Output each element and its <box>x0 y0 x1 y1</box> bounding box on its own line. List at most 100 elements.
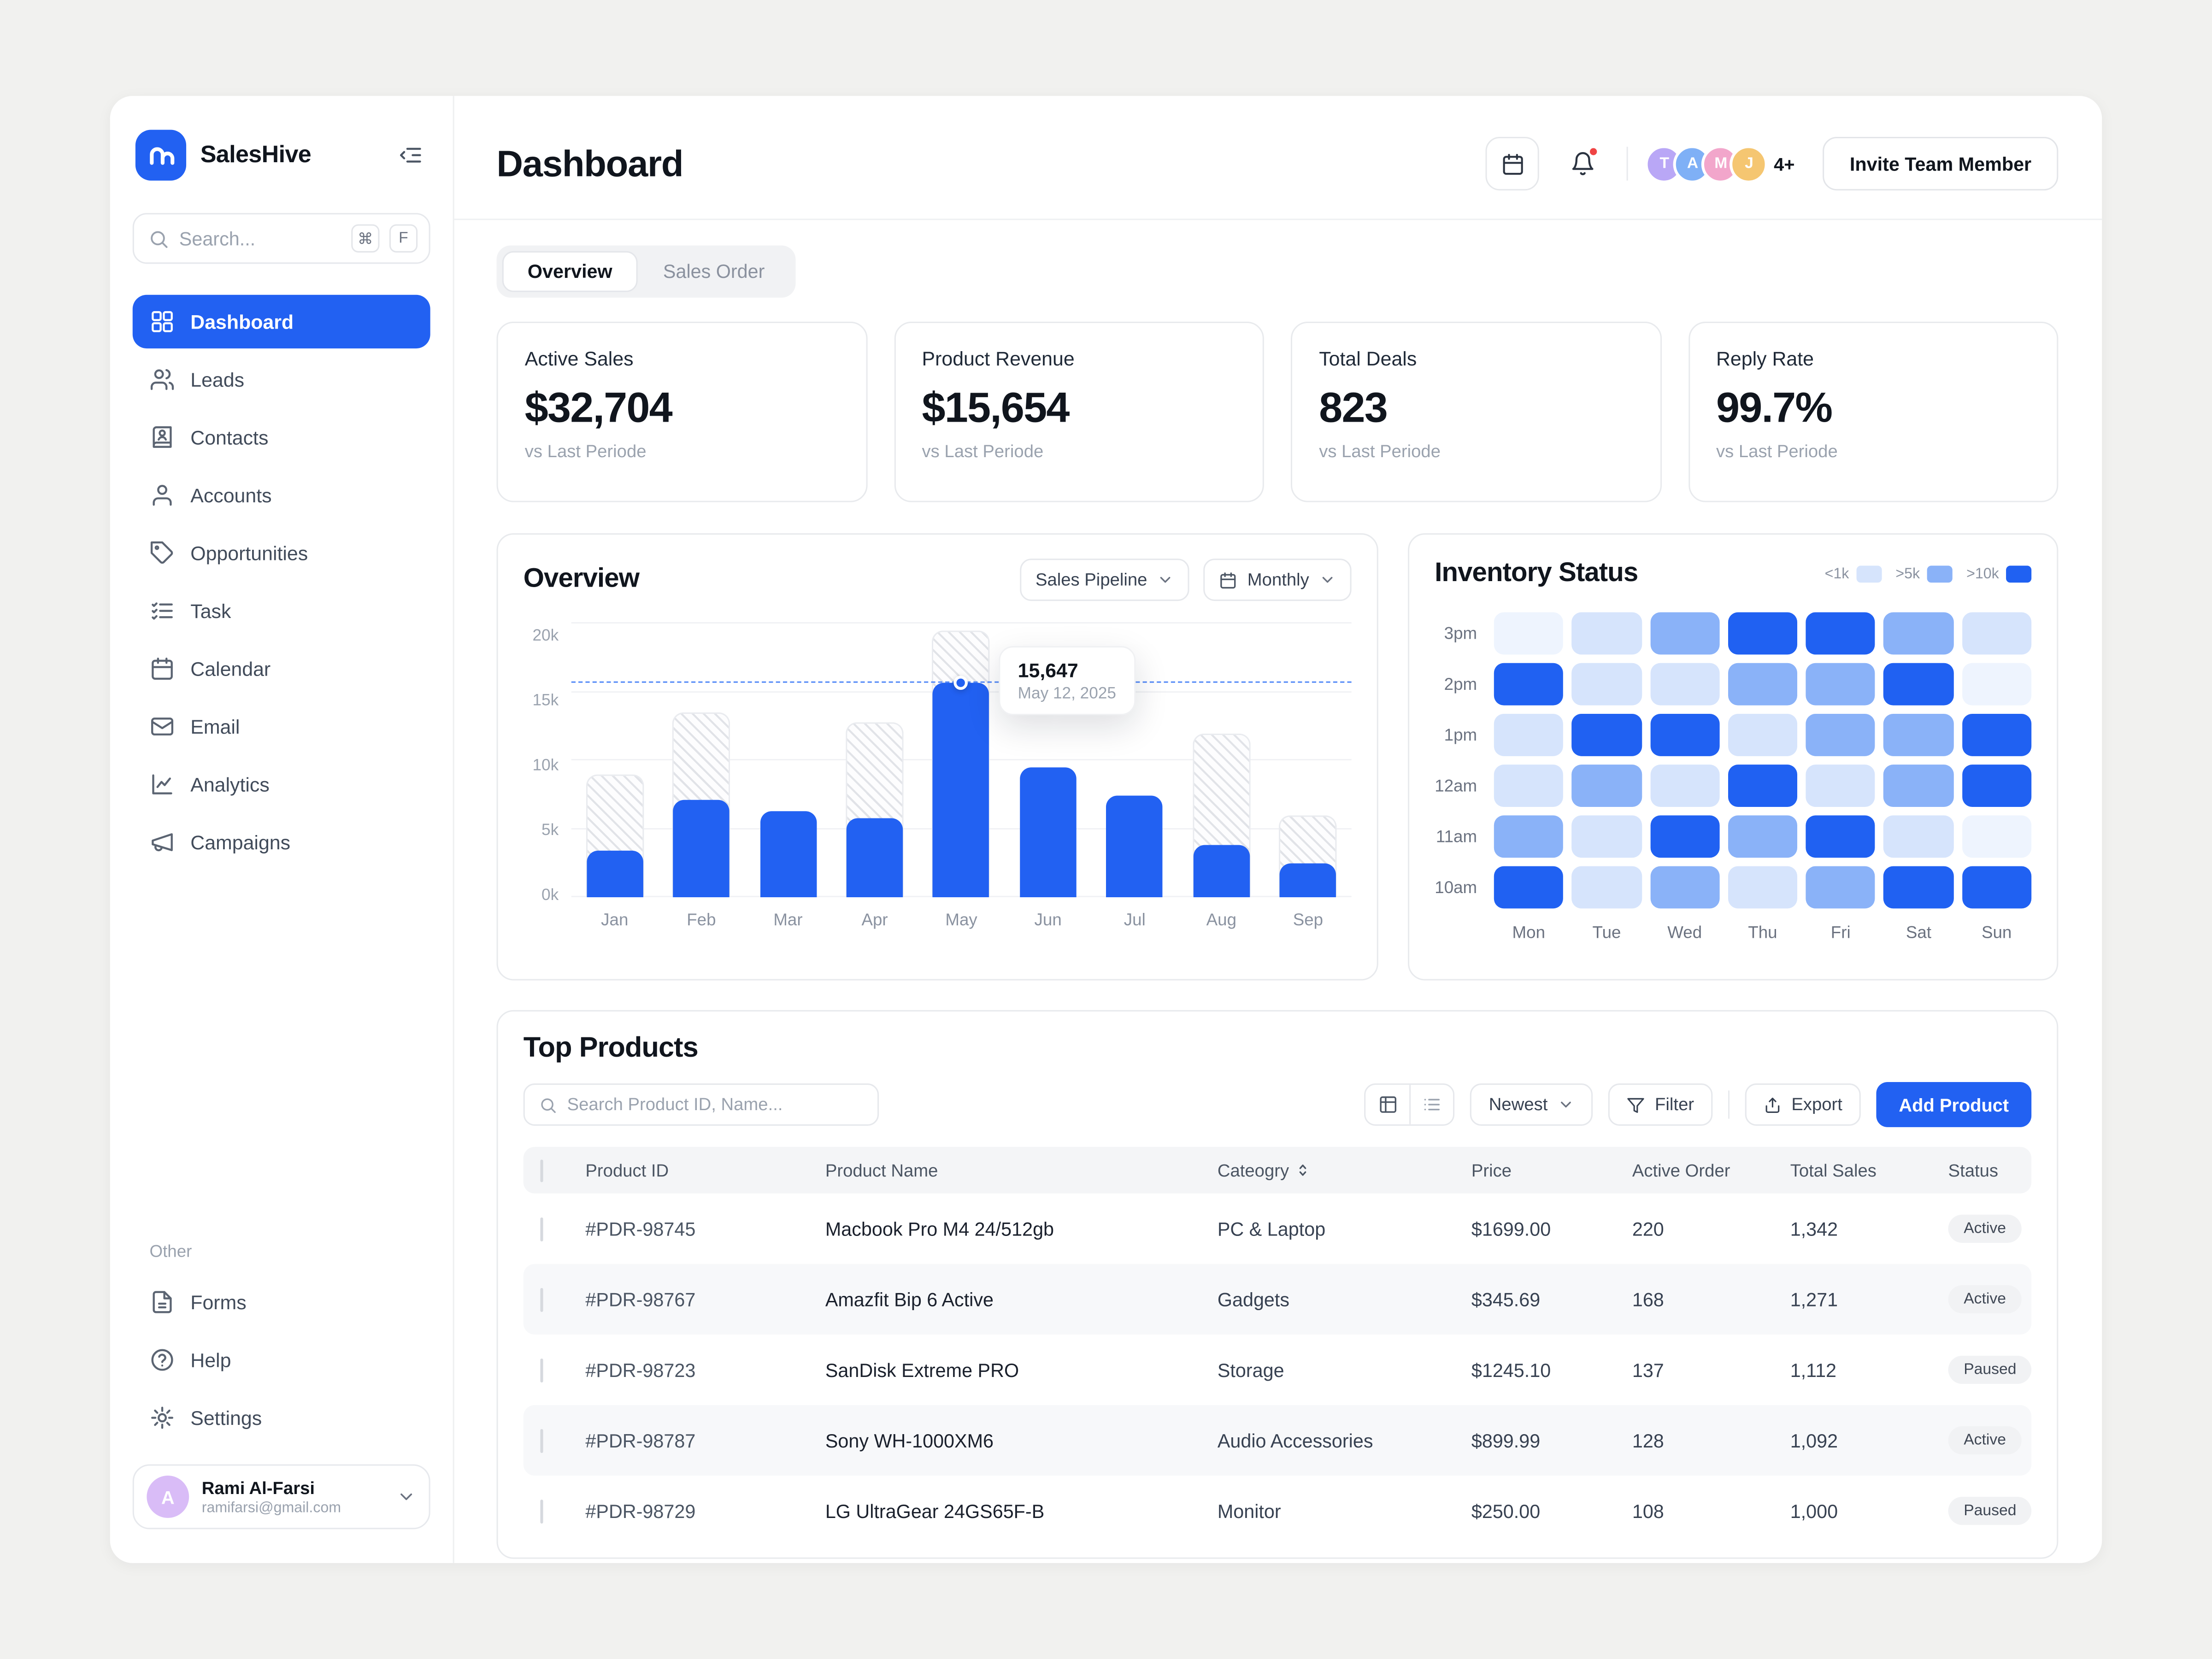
sidebar-item-opportunities[interactable]: Opportunities <box>133 526 430 580</box>
heatmap-cell <box>1572 765 1641 807</box>
sidebar-item-accounts[interactable]: Accounts <box>133 468 430 522</box>
x-axis-tick: Mar <box>773 910 803 930</box>
sidebar-item-campaigns[interactable]: Campaigns <box>133 815 430 869</box>
cell-price: $899.99 <box>1471 1430 1541 1451</box>
calendar-button[interactable] <box>1486 136 1540 191</box>
tooltip-value: 15,647 <box>1018 659 1078 682</box>
stat-card-product-revenue: Product Revenue $15,654 vs Last Periode <box>894 321 1264 502</box>
header-divider <box>454 218 2102 220</box>
tab-sales-order[interactable]: Sales Order <box>663 261 765 282</box>
gridline <box>571 622 1352 624</box>
stat-card-reply-rate: Reply Rate 99.7% vs Last Periode <box>1688 321 2059 502</box>
row-checkbox[interactable] <box>540 1217 543 1241</box>
sidebar-item-contacts[interactable]: Contacts <box>133 411 430 464</box>
heatmap-row-label: 11am <box>1435 826 1477 847</box>
row-checkbox[interactable] <box>540 1287 543 1312</box>
collapse-sidebar-icon[interactable] <box>394 138 427 172</box>
table-row[interactable]: #PDR-98767 Amazfit Bip 6 Active Gadgets … <box>523 1264 2032 1335</box>
heatmap-cell <box>1884 713 1953 756</box>
legend-item: >10k <box>1966 565 2032 583</box>
sidebar-item-forms[interactable]: Forms <box>133 1275 430 1329</box>
sidebar-item-email[interactable]: Email <box>133 700 430 753</box>
header-divider-vertical <box>1627 147 1629 181</box>
heatmap-cell <box>1572 866 1641 909</box>
list-view-icon <box>1423 1095 1442 1115</box>
legend-label: >5k <box>1895 565 1920 583</box>
sidebar-item-label: Opportunities <box>190 541 308 565</box>
heatmap-cell <box>1494 713 1564 756</box>
table-row[interactable]: #PDR-98787 Sony WH-1000XM6 Audio Accesso… <box>523 1405 2032 1476</box>
avatar: A <box>1673 144 1712 183</box>
column-header-category[interactable]: Cateogry <box>1218 1160 1471 1180</box>
heatmap-column-label: Tue <box>1592 923 1621 942</box>
sort-select[interactable]: Newest <box>1470 1083 1593 1126</box>
overview-chart-panel: Overview Sales Pipeline Monthly 20k 15k 10… <box>496 533 1378 981</box>
add-product-button[interactable]: Add Product <box>1876 1082 2032 1127</box>
cell-category: Gadgets <box>1217 1288 1290 1310</box>
heatmap-cell <box>1494 612 1564 655</box>
heatmap-cell <box>1806 663 1876 706</box>
heatmap-cell <box>1728 713 1798 756</box>
notifications-button[interactable] <box>1557 137 1610 190</box>
avatar: A <box>147 1476 189 1518</box>
tab-overview[interactable]: Overview <box>502 251 638 292</box>
products-table: Product ID Product Name Cateogry Price A… <box>523 1147 2032 1546</box>
cell-category: PC & Laptop <box>1217 1218 1326 1240</box>
heatmap-cell <box>1962 612 2032 655</box>
inventory-heatmap: 3pm 2pm 1pm 12am 11am 10am Mon Tue Wed Thu Fri Sat S… <box>1435 612 2032 942</box>
sidebar-item-task[interactable]: Task <box>133 584 430 637</box>
profile-email: ramifarsi@gmail.com <box>201 1499 341 1516</box>
stat-value: 99.7% <box>1716 385 1833 432</box>
shortcut-cmd-key: ⌘ <box>351 224 380 253</box>
profile-card[interactable]: A Rami Al-Farsi ramifarsi@gmail.com <box>132 1464 430 1530</box>
stat-card-active-sales: Active Sales $32,704 vs Last Periode <box>496 321 867 502</box>
top-products-panel: Top Products New <box>496 1010 2059 1559</box>
sidebar-item-calendar[interactable]: Calendar <box>133 642 430 695</box>
legend-label: >10k <box>1966 565 1999 583</box>
heatmap-cell <box>1806 765 1876 807</box>
search-input[interactable] <box>179 228 341 249</box>
page-title: Dashboard <box>496 141 684 184</box>
grid-view-button[interactable] <box>1366 1085 1410 1124</box>
cell-product-id: #PDR-98729 <box>585 1500 696 1522</box>
sidebar-item-dashboard[interactable]: Dashboard <box>132 294 430 349</box>
invite-team-member-button[interactable]: Invite Team Member <box>1823 136 2059 191</box>
team-avatar-group[interactable]: T A M J 4+ <box>1645 144 1794 183</box>
table-row[interactable]: #PDR-98729 LG UltraGear 24GS65F-B Monito… <box>524 1476 2032 1546</box>
period-select[interactable]: Monthly <box>1203 559 1352 601</box>
filter-button[interactable]: Filter <box>1608 1083 1712 1126</box>
actual-bar <box>759 811 817 897</box>
sidebar-item-help[interactable]: Help <box>133 1333 430 1387</box>
cell-total-sales: 1,000 <box>1790 1500 1838 1522</box>
heatmap-column-label: Wed <box>1667 923 1702 942</box>
sidebar-item-leads[interactable]: Leads <box>133 353 430 406</box>
heatmap-cell <box>1494 765 1564 807</box>
x-axis-tick: Jan <box>601 910 629 930</box>
main-header: Dashboard T A M J 4+ Invite Team Member <box>497 133 2059 195</box>
plot-outer: 15,647 May 12, 2025 Jan Feb Mar Apr May Jun Ju… <box>571 622 1352 930</box>
bar-chart: 20k 15k 10k 5k 0k 15,647 May <box>524 622 1352 930</box>
charts-row: Overview Sales Pipeline Monthly 20k 15k 10… <box>496 533 2059 981</box>
heatmap-column-label: Fri <box>1830 923 1851 942</box>
view-toggle <box>1365 1083 1455 1126</box>
heatmap-cell <box>1962 815 2032 858</box>
table-header-row: Product ID Product Name Cateogry Price A… <box>523 1147 2032 1194</box>
sidebar-item-settings[interactable]: Settings <box>133 1391 430 1444</box>
row-checkbox[interactable] <box>540 1358 543 1382</box>
select-all-checkbox[interactable] <box>540 1159 543 1182</box>
pipeline-select[interactable]: Sales Pipeline <box>1020 559 1190 601</box>
table-row[interactable]: #PDR-98723 SanDisk Extreme PRO Storage $… <box>524 1335 2032 1405</box>
sidebar-other-nav: Forms Help Settings <box>133 1275 430 1444</box>
list-view-button[interactable] <box>1410 1085 1454 1124</box>
stat-subtitle: vs Last Periode <box>1319 441 1441 462</box>
export-button[interactable]: Export <box>1745 1083 1861 1126</box>
column-header-price: Price <box>1471 1160 1512 1180</box>
product-search-input[interactable] <box>567 1094 864 1115</box>
table-row[interactable]: #PDR-98745 Macbook Pro M4 24/512gb PC & … <box>524 1194 2031 1264</box>
bar-group <box>571 624 658 897</box>
row-checkbox[interactable] <box>540 1499 543 1523</box>
row-checkbox[interactable] <box>540 1428 543 1453</box>
sidebar-item-analytics[interactable]: Analytics <box>133 758 430 811</box>
saleshive-logo-icon <box>135 129 187 181</box>
stat-title: Active Sales <box>524 347 634 370</box>
